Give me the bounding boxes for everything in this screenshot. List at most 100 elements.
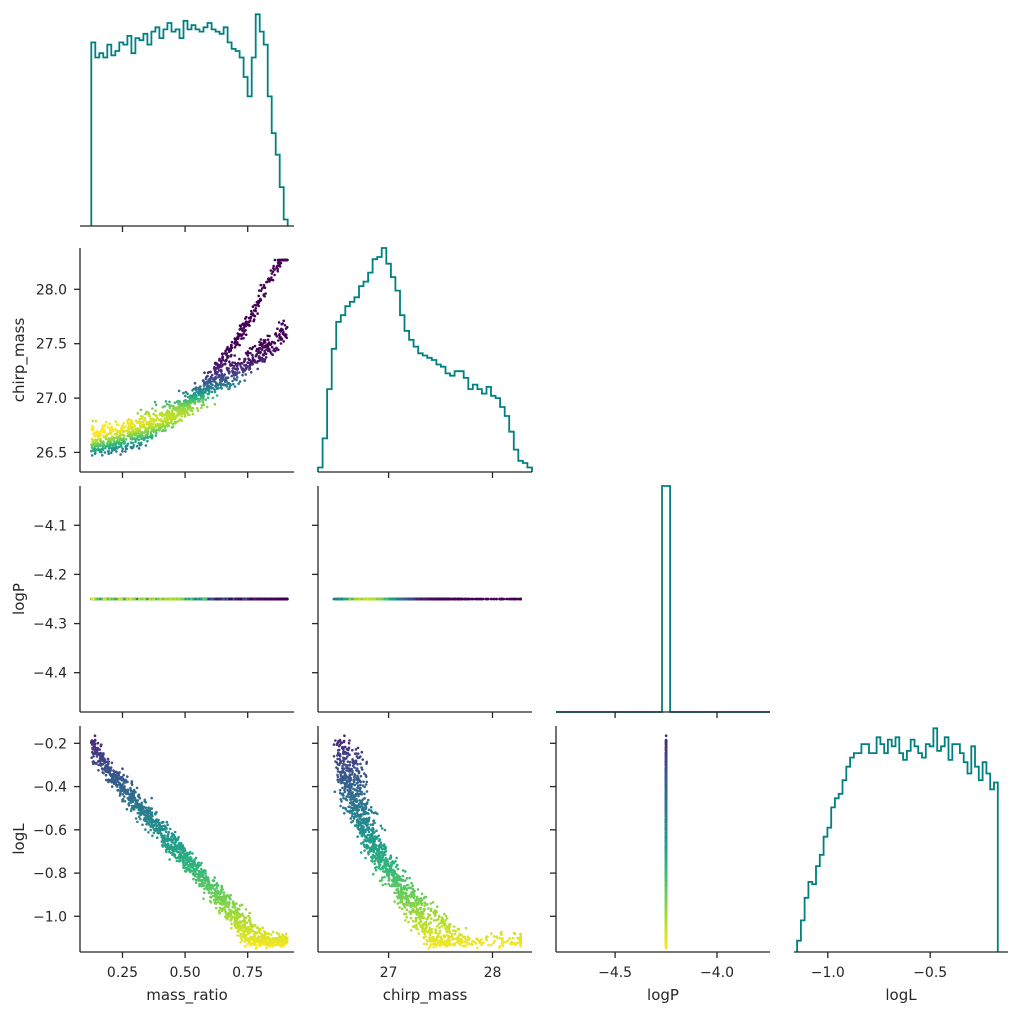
scatter-point xyxy=(163,425,167,429)
scatter-point xyxy=(94,746,97,750)
scatter-point xyxy=(205,405,209,409)
scatter-point xyxy=(208,377,212,381)
scatter-point xyxy=(278,263,281,266)
scatter-point xyxy=(137,442,141,445)
scatter-point xyxy=(210,373,214,377)
scatter-point xyxy=(166,419,169,423)
scatter-point xyxy=(102,442,105,445)
scatter-point xyxy=(184,403,187,407)
scatter-point xyxy=(149,828,152,832)
scatter-point xyxy=(232,382,235,386)
scatter-point xyxy=(194,881,198,884)
scatter-point xyxy=(220,361,223,365)
scatter-point xyxy=(242,326,245,329)
scatter-point xyxy=(261,357,265,361)
scatter-point xyxy=(146,411,150,415)
scatter-point xyxy=(254,354,258,358)
scatter-point xyxy=(223,373,226,376)
scatter-point xyxy=(90,454,94,457)
scatter-point xyxy=(177,597,181,601)
scatter-point xyxy=(119,429,122,433)
scatter-point xyxy=(125,597,129,601)
scatter-point xyxy=(97,430,100,434)
scatter-point xyxy=(348,597,352,601)
scatter-point xyxy=(169,421,173,425)
scatter-point xyxy=(285,258,289,262)
scatter-point xyxy=(201,401,205,404)
scatter-point xyxy=(149,430,153,434)
scatter-point xyxy=(187,396,191,399)
scatter-point xyxy=(214,384,217,388)
scatter-point xyxy=(276,269,280,273)
scatter-point xyxy=(259,932,263,935)
scatter-point xyxy=(409,597,413,601)
scatter-point xyxy=(214,370,217,374)
scatter-point xyxy=(148,421,151,424)
scatter-point xyxy=(229,362,232,366)
scatter-point xyxy=(272,597,275,601)
scatter-point xyxy=(196,409,200,412)
scatter-point xyxy=(253,359,257,363)
scatter-point xyxy=(155,836,159,839)
scatter-point xyxy=(396,597,400,601)
scatter-point xyxy=(267,279,271,282)
scatter-point xyxy=(99,434,102,437)
scatter-point xyxy=(239,325,242,328)
scatter-point xyxy=(247,361,250,365)
scatter-point xyxy=(150,437,154,440)
scatter-point xyxy=(226,345,229,349)
scatter-point xyxy=(109,437,112,441)
scatter-point xyxy=(96,597,100,601)
scatter-point xyxy=(99,437,102,441)
scatter-point xyxy=(137,420,141,424)
scatter-point xyxy=(117,430,120,433)
scatter-point xyxy=(123,597,126,601)
scatter-point xyxy=(234,340,238,343)
scatter-point xyxy=(144,418,147,421)
scatter-point xyxy=(121,447,124,451)
scatter-point xyxy=(132,444,136,447)
scatter-point xyxy=(268,334,271,338)
scatter-point xyxy=(261,360,264,363)
scatter-point xyxy=(244,324,247,328)
scatter-point xyxy=(123,795,126,798)
scatter-point xyxy=(135,445,139,448)
scatter-point xyxy=(272,349,275,352)
scatter-point xyxy=(284,327,288,330)
scatter-point xyxy=(498,597,501,601)
scatter-point xyxy=(109,427,112,431)
scatter-point xyxy=(166,424,169,428)
scatter-point xyxy=(264,352,268,356)
scatter-point xyxy=(136,412,140,415)
scatter-point xyxy=(251,305,255,309)
scatter-point xyxy=(241,323,244,326)
scatter-point xyxy=(284,932,288,936)
scatter-point xyxy=(208,370,211,374)
scatter-point xyxy=(263,341,267,344)
scatter-point xyxy=(115,597,119,601)
scatter-point xyxy=(93,734,97,737)
scatter-point xyxy=(127,426,130,430)
scatter-point xyxy=(96,438,100,441)
scatter-point xyxy=(222,383,225,386)
scatter-point xyxy=(134,790,137,794)
scatter-point xyxy=(112,437,115,441)
scatter-point xyxy=(116,423,120,426)
scatter-point xyxy=(172,412,176,416)
scatter-massratio-chirpmass xyxy=(90,258,289,457)
scatter-point xyxy=(239,334,243,337)
scatter-point xyxy=(224,911,227,914)
scatter-point xyxy=(213,390,217,394)
scatter-point xyxy=(242,360,246,364)
scatter-point xyxy=(258,927,261,931)
scatter-point xyxy=(270,345,274,349)
scatter-point xyxy=(165,820,169,824)
scatter-point xyxy=(168,858,171,861)
scatter-point xyxy=(199,387,202,391)
scatter-point xyxy=(244,320,248,324)
scatter-point xyxy=(143,798,147,802)
scatter-point xyxy=(217,373,221,377)
scatter-point xyxy=(124,447,128,451)
scatter-point xyxy=(168,827,172,831)
scatter-point xyxy=(186,392,189,396)
